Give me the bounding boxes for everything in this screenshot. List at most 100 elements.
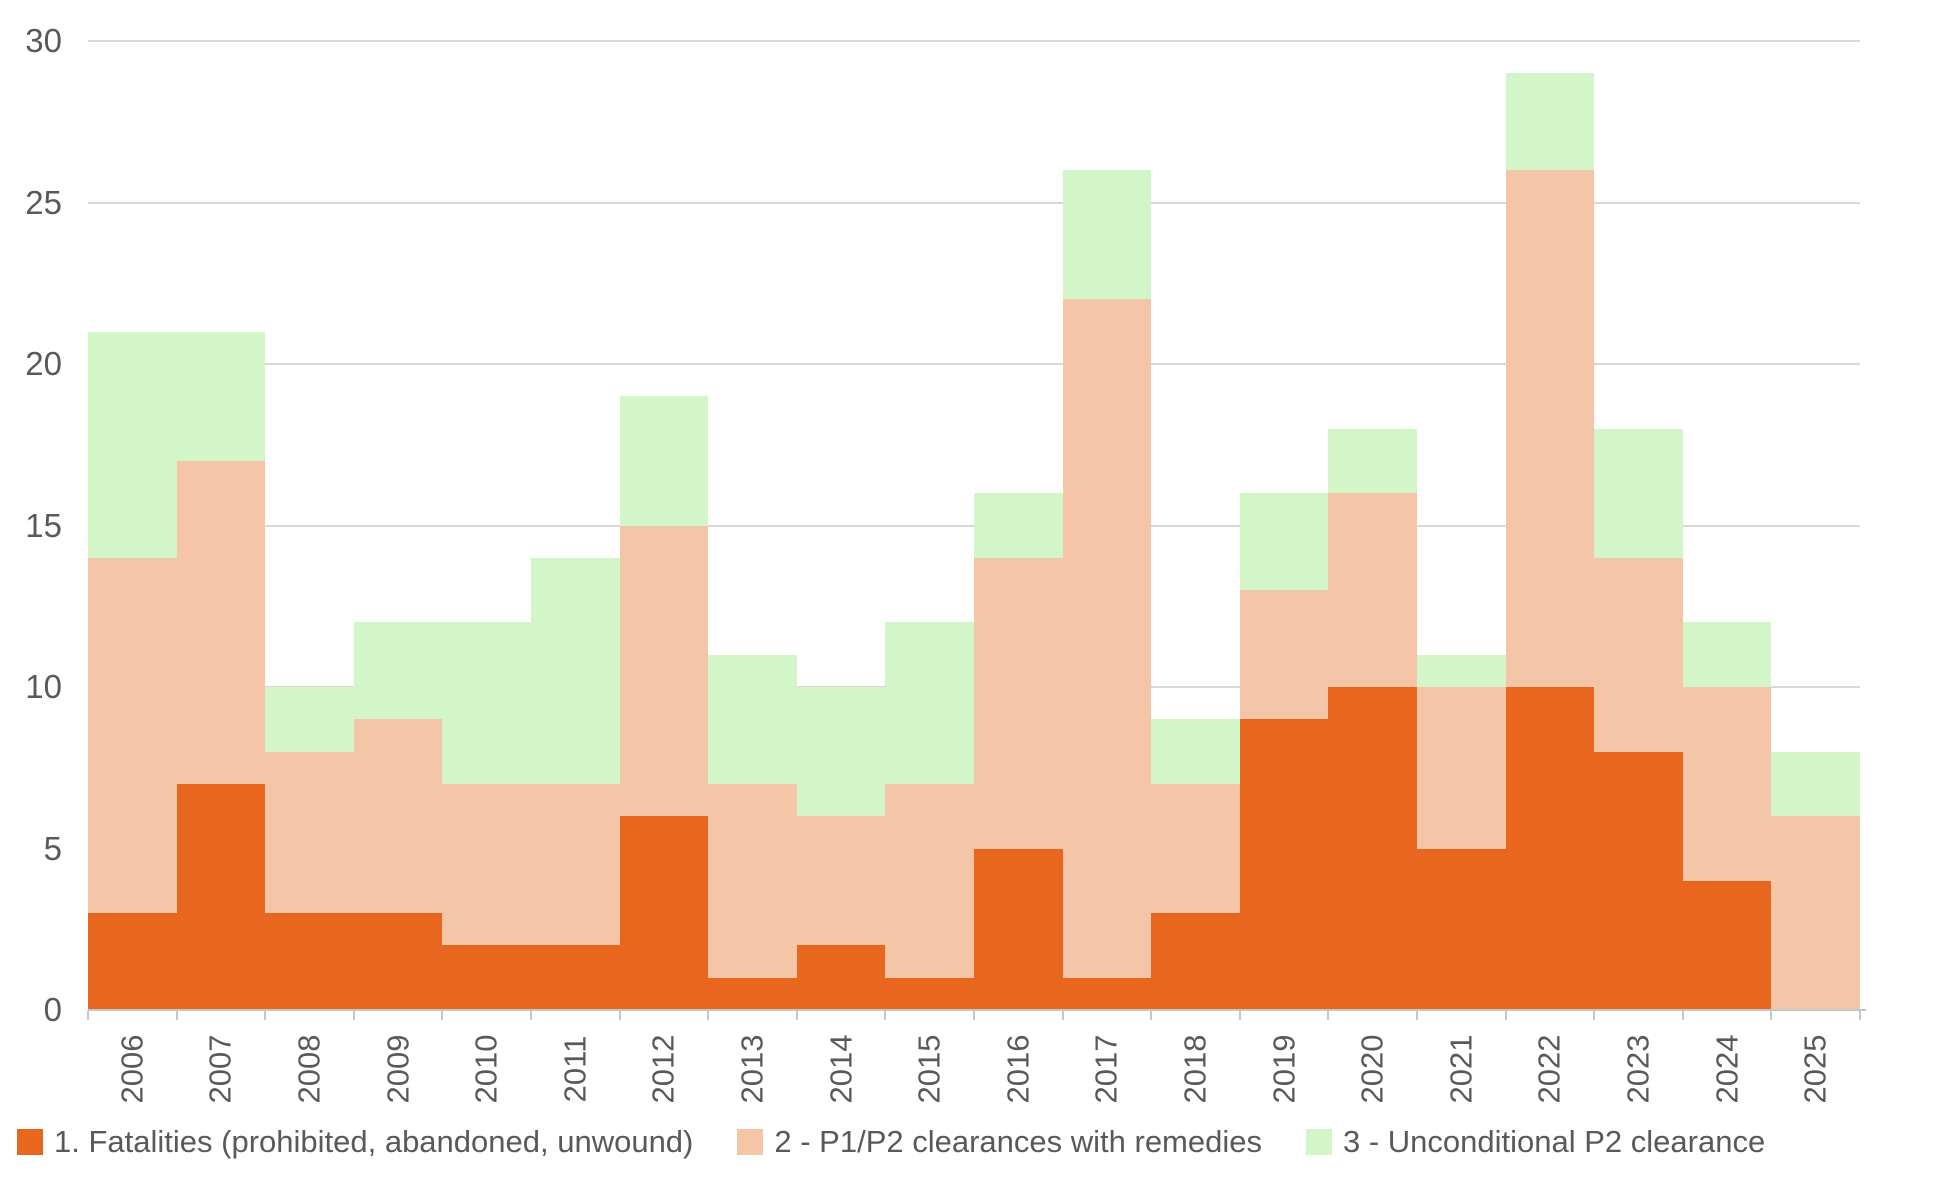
segment-series2-2010 <box>442 783 531 946</box>
segment-series1-2015 <box>885 977 974 1010</box>
segment-series3-2007 <box>176 331 266 461</box>
legend-item-fatalities: 1. Fatalities (prohibited, abandoned, un… <box>17 1124 693 1160</box>
x-axis-label-text-2014: 2014 <box>823 1034 859 1104</box>
x-axis-label-2016: 2016 <box>972 1023 1064 1115</box>
x-axis-label-text-2019: 2019 <box>1266 1034 1302 1104</box>
x-axis-label-text-2017: 2017 <box>1088 1034 1124 1104</box>
segment-series2-2009 <box>353 719 443 914</box>
segment-series3-2025 <box>1771 751 1860 817</box>
x-axis-label-text-2008: 2008 <box>291 1034 327 1104</box>
segment-series3-2022 <box>1505 73 1595 171</box>
x-axis-label-2007: 2007 <box>175 1023 267 1115</box>
segment-series1-2014 <box>796 945 886 1010</box>
x-axis-tick-4 <box>441 1011 444 1020</box>
segment-series3-2008 <box>265 687 354 752</box>
legend-label-clearances-remedies: 2 - P1/P2 clearances with remedies <box>774 1124 1262 1159</box>
segment-series1-2009 <box>353 913 443 1010</box>
x-axis-label-2009: 2009 <box>352 1023 444 1115</box>
x-axis-label-text-2011: 2011 <box>557 1035 593 1103</box>
segment-series3-2016 <box>973 493 1063 558</box>
y-axis-label-10: 10 <box>25 668 62 705</box>
segment-series1-2008 <box>265 913 354 1010</box>
bar-2021 <box>1416 41 1506 1010</box>
x-axis-tick-2 <box>264 1011 267 1020</box>
bar-2016 <box>973 41 1063 1010</box>
x-axis-label-text-2009: 2009 <box>380 1034 416 1104</box>
segment-series2-2019 <box>1239 590 1329 720</box>
bar-2012 <box>619 41 709 1010</box>
segment-series2-2013 <box>708 783 797 978</box>
x-axis-label-text-2010: 2010 <box>468 1034 504 1104</box>
x-axis-tick-10 <box>973 1011 975 1020</box>
segment-series1-2012 <box>619 816 709 1010</box>
x-axis-label-text-2012: 2012 <box>645 1034 681 1104</box>
x-axis-tick-1 <box>175 1011 178 1020</box>
segment-series2-2017 <box>1062 299 1152 978</box>
segment-series1-2013 <box>708 977 797 1010</box>
bar-2014 <box>796 41 886 1010</box>
bar-2006 <box>88 41 177 1010</box>
segment-series2-2008 <box>265 751 354 914</box>
segment-series3-2014 <box>796 687 886 817</box>
bar-2007 <box>176 41 266 1010</box>
x-axis-label-2021: 2021 <box>1415 1023 1507 1115</box>
segment-series3-2011 <box>530 557 620 784</box>
bars <box>88 41 1860 1010</box>
segment-series3-2019 <box>1239 493 1329 591</box>
segment-series3-2018 <box>1151 719 1240 784</box>
x-axis-label-2022: 2022 <box>1504 1023 1596 1115</box>
segment-series2-2022 <box>1505 170 1595 687</box>
segment-series3-2021 <box>1416 654 1506 687</box>
y-axis-label-20: 20 <box>25 345 62 382</box>
segment-series3-2013 <box>708 654 797 784</box>
bar-2022 <box>1505 41 1595 1010</box>
x-axis-label-text-2007: 2007 <box>202 1034 238 1104</box>
segment-series1-2016 <box>973 848 1063 1010</box>
segment-series1-2020 <box>1328 687 1417 1010</box>
segment-series1-2007 <box>176 783 266 1010</box>
bar-2019 <box>1239 41 1329 1010</box>
x-axis-tick-16 <box>1504 1011 1507 1020</box>
segment-series3-2009 <box>353 622 443 720</box>
x-axis-tick-11 <box>1061 1011 1064 1020</box>
segment-series1-2021 <box>1416 848 1506 1010</box>
segment-series3-2006 <box>88 331 177 558</box>
x-axis-line <box>88 1009 1866 1011</box>
x-axis-label-text-2025: 2025 <box>1797 1034 1833 1104</box>
legend-swatch-clearances-remedies <box>737 1129 764 1155</box>
x-axis-tick-3 <box>352 1011 355 1020</box>
x-axis-label-2010: 2010 <box>441 1023 533 1115</box>
x-axis-label-2023: 2023 <box>1593 1023 1685 1115</box>
x-axis-label-text-2013: 2013 <box>734 1034 770 1104</box>
x-axis-tick-20 <box>1859 1011 1861 1020</box>
x-axis-label-2019: 2019 <box>1238 1023 1330 1115</box>
legend-item-clearances-remedies: 2 - P1/P2 clearances with remedies <box>737 1124 1262 1160</box>
x-axis-tick-9 <box>884 1011 887 1020</box>
segment-series2-2016 <box>973 557 1063 849</box>
x-axis-label-2011: 2011 <box>529 1023 621 1115</box>
x-axis-label-2017: 2017 <box>1061 1023 1153 1115</box>
x-axis-tick-13 <box>1238 1011 1241 1020</box>
bar-2015 <box>885 41 974 1010</box>
segment-series1-2011 <box>530 945 620 1010</box>
segment-series1-2006 <box>88 913 177 1010</box>
bar-2009 <box>353 41 443 1010</box>
segment-series2-2015 <box>885 783 974 978</box>
plot-area <box>88 40 1860 1010</box>
gridline-30 <box>88 40 1860 42</box>
x-axis-label-text-2016: 2016 <box>1000 1034 1036 1104</box>
bar-2024 <box>1682 41 1772 1010</box>
legend: 1. Fatalities (prohibited, abandoned, un… <box>17 1124 1947 1160</box>
legend-label-fatalities: 1. Fatalities (prohibited, abandoned, un… <box>54 1124 694 1159</box>
x-axis-label-2012: 2012 <box>618 1023 710 1115</box>
segment-series3-2024 <box>1682 622 1772 688</box>
x-axis-label-2013: 2013 <box>707 1023 799 1115</box>
segment-series2-2007 <box>176 460 266 784</box>
x-axis-label-text-2022: 2022 <box>1531 1034 1567 1104</box>
x-axis-tick-8 <box>795 1011 798 1020</box>
y-axis-label-15: 15 <box>25 506 62 544</box>
segment-series3-2012 <box>619 396 709 526</box>
x-axis-label-2014: 2014 <box>795 1023 887 1115</box>
segment-series3-2015 <box>885 622 974 784</box>
segment-series1-2023 <box>1594 751 1683 1010</box>
